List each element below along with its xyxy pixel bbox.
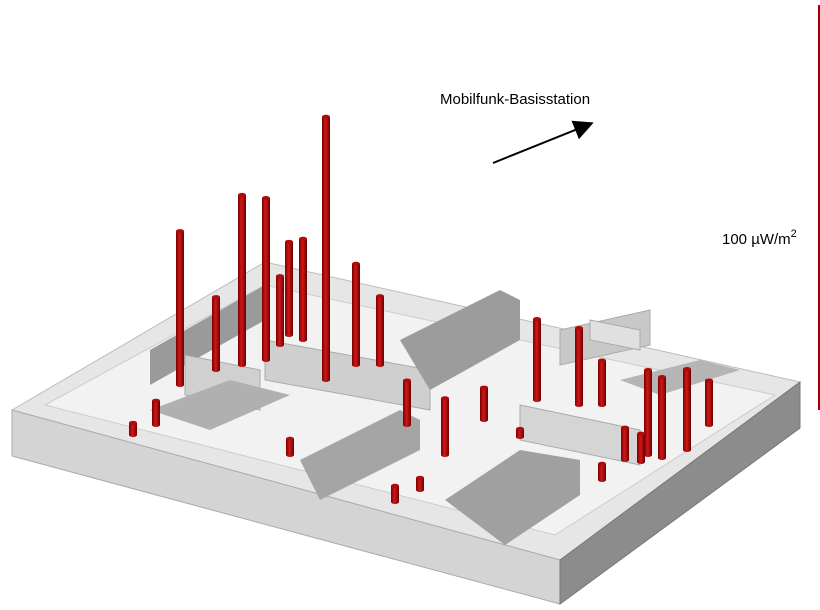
cylinder (212, 297, 220, 372)
scale-label: 100 µW/m2 (722, 228, 797, 248)
cylinder-top (212, 295, 220, 300)
cylinder-top (637, 431, 645, 436)
cylinder-top (391, 483, 399, 488)
cylinder-top (285, 239, 293, 244)
cylinder-top (403, 378, 411, 383)
cylinder-top (441, 396, 449, 401)
cylinder (637, 433, 645, 464)
cylinder (683, 369, 691, 452)
cylinder (621, 427, 629, 462)
cylinder (575, 328, 583, 407)
cylinder-top (516, 426, 524, 431)
cylinder (299, 238, 307, 342)
cylinder-top (152, 398, 160, 403)
cylinder-top (129, 420, 137, 425)
cylinder-top (416, 475, 424, 480)
scale-label-sup: 2 (791, 228, 797, 240)
cylinder (238, 194, 246, 367)
cylinder-top (598, 461, 606, 466)
cylinder-top (176, 229, 184, 234)
cylinder (352, 263, 360, 367)
cylinder-top (533, 317, 541, 321)
cylinder (262, 198, 270, 362)
cylinder (376, 296, 384, 367)
cylinder-top (480, 385, 488, 390)
cylinder (705, 380, 713, 427)
cylinder (658, 377, 666, 460)
cylinder-top (286, 436, 294, 441)
arrow (492, 120, 594, 164)
cylinder-top (376, 294, 384, 299)
cylinder (391, 485, 399, 504)
cylinder (598, 360, 606, 407)
cylinder-top (658, 375, 666, 379)
cylinder-top (276, 274, 284, 279)
cylinder (416, 477, 424, 492)
cylinder-top (352, 261, 360, 266)
cylinder-top (598, 358, 606, 363)
cylinder (176, 231, 184, 387)
cylinder (286, 438, 294, 457)
cylinder (441, 398, 449, 457)
cylinder-top (705, 378, 713, 383)
cylinder (276, 276, 284, 347)
cylinder-top (575, 326, 583, 331)
cylinder (403, 380, 411, 427)
cylinder-top (238, 192, 246, 197)
cylinder-top (262, 196, 270, 200)
cylinder (598, 463, 606, 482)
cylinder (480, 387, 488, 422)
cylinder-top (322, 114, 330, 119)
scale-label-text: 100 µW/m (722, 231, 791, 248)
cylinder-top (644, 367, 652, 372)
cylinder-top (299, 236, 307, 241)
cylinder (533, 319, 541, 402)
cylinder (516, 428, 524, 439)
cylinder-top (683, 367, 691, 371)
cylinder-top (621, 425, 629, 430)
cylinder (285, 241, 293, 337)
annotation: Mobilfunk-Basisstation (440, 91, 590, 108)
cylinder (152, 400, 160, 427)
cylinder (322, 116, 330, 382)
cylinder (129, 422, 137, 437)
cylinder (644, 369, 652, 457)
